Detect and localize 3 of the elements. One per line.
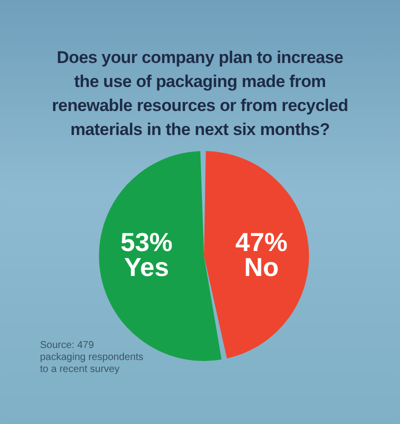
pie-slice [204, 151, 309, 358]
source-note: Source: 479 packaging respondents to a recent survey [40, 340, 144, 376]
chart-title: Does your company plan to increase the use of packaging made from renewable resources or from recycled materials in the next six months? [50, 47, 350, 141]
